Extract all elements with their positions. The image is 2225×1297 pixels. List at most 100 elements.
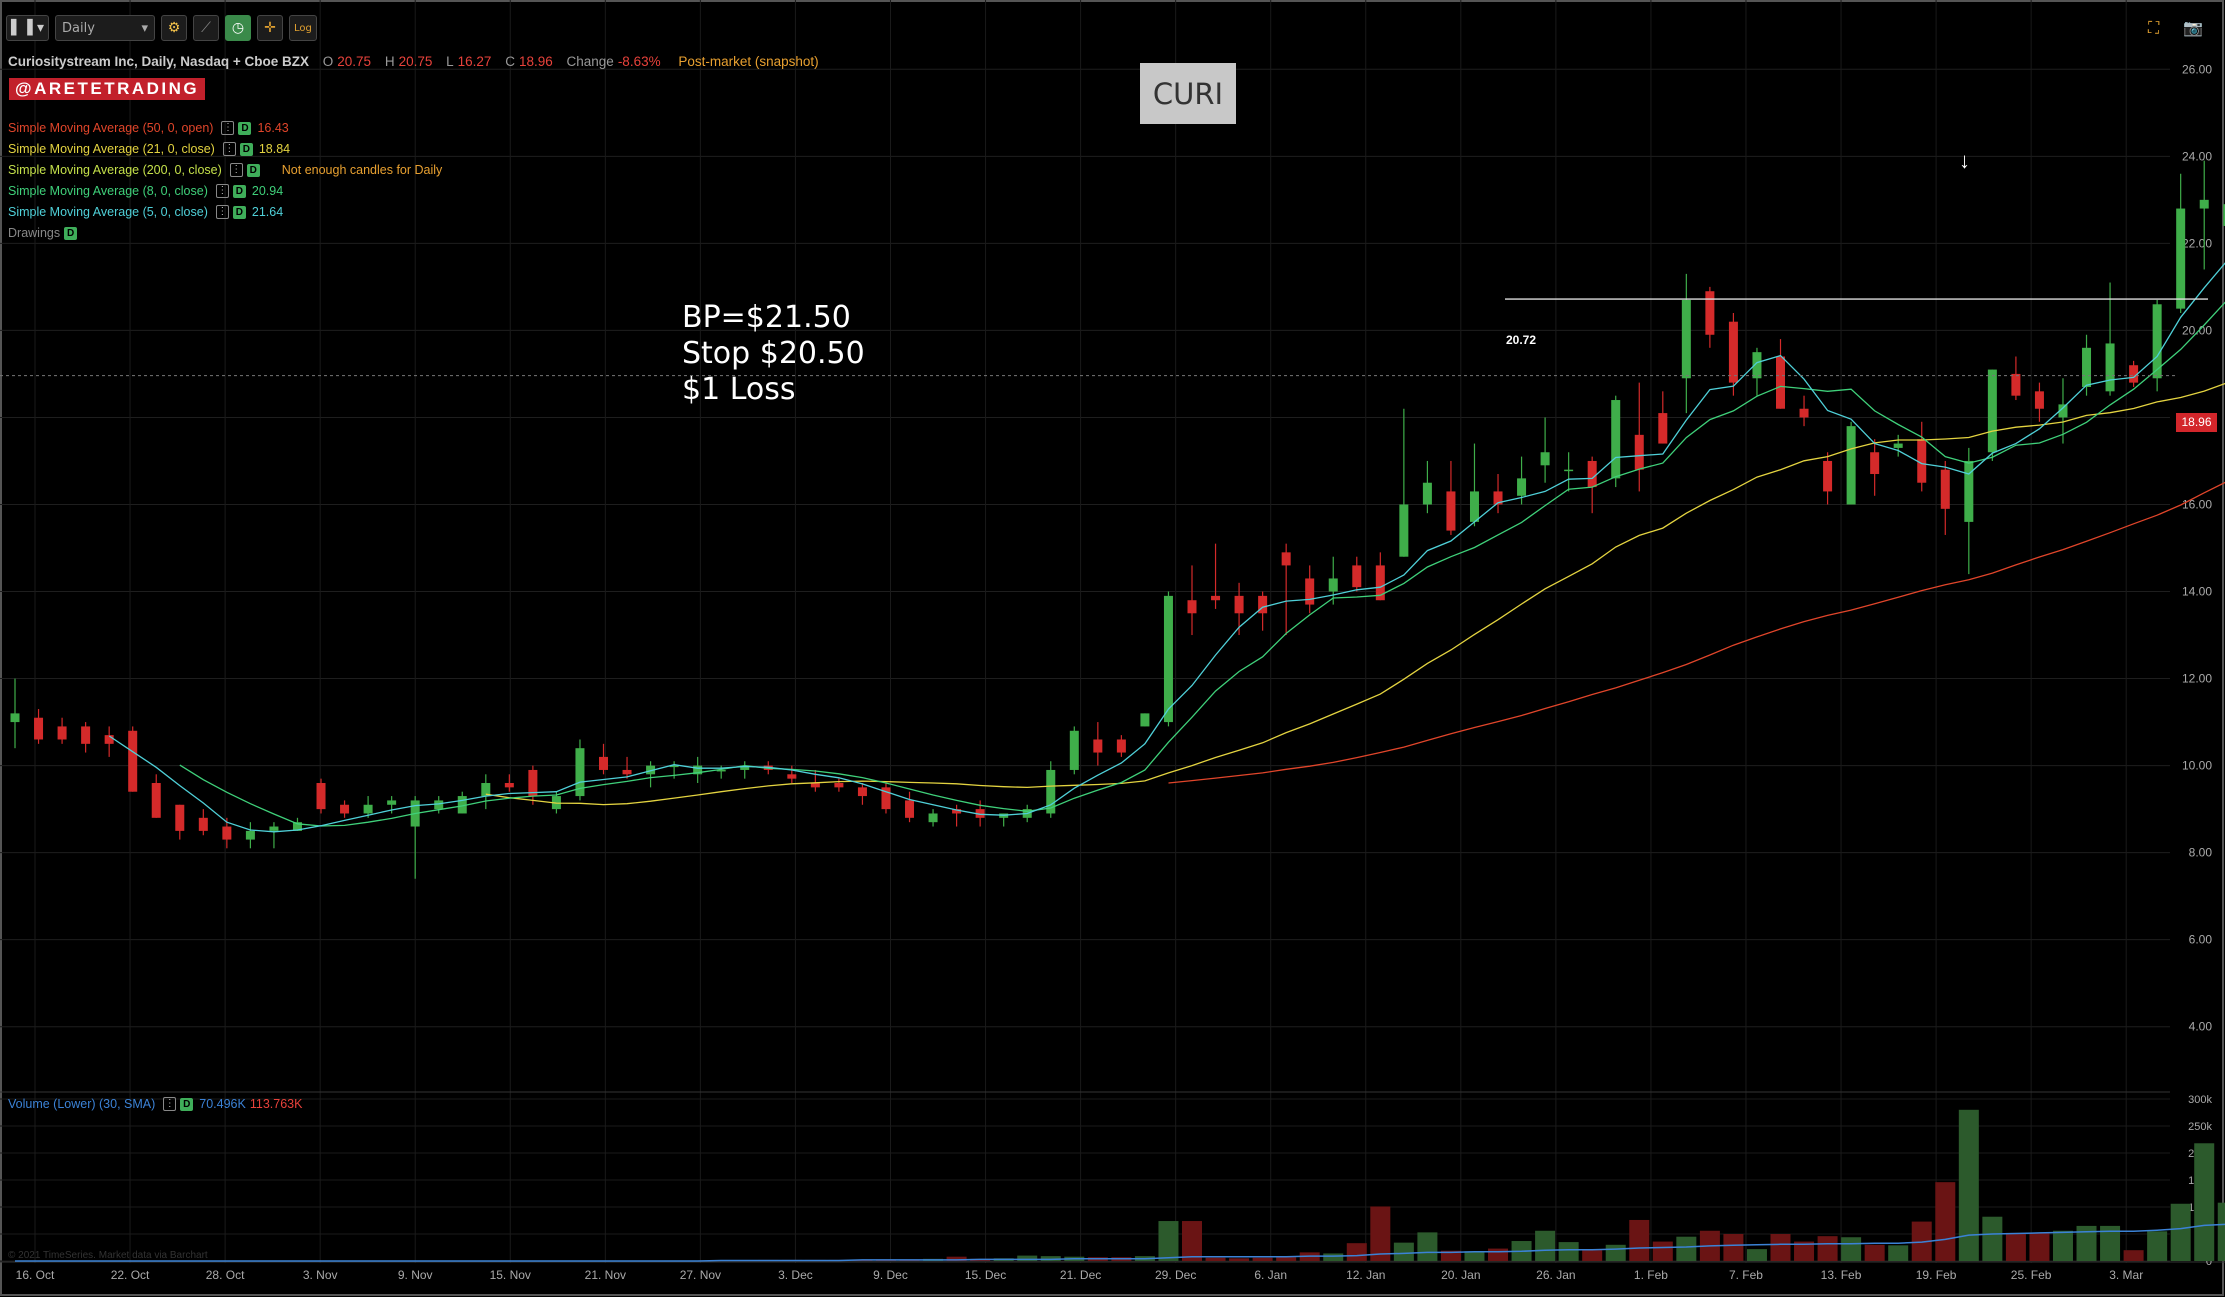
study-legend-item[interactable]: Simple Moving Average (50, 0, open) ⋮ D 16.… (8, 121, 289, 135)
volume-bar (1794, 1241, 1815, 1261)
snapshot-button[interactable]: 📷 (2183, 18, 2203, 37)
candle-body (2058, 404, 2068, 418)
candle-body (881, 787, 891, 810)
candle-body (1116, 739, 1126, 753)
candle-body (1187, 600, 1197, 614)
study-menu-icon[interactable]: ⋮ (215, 184, 229, 198)
copyright-text: © 2021 TimeSeries. Market data via Barch… (8, 1250, 208, 1261)
study-legend-item[interactable]: Simple Moving Average (200, 0, close) ⋮ D N… (8, 163, 442, 177)
candle-body (1305, 578, 1315, 605)
candle-body (2129, 365, 2139, 383)
study-badge[interactable]: D (232, 205, 246, 219)
y-tick-label: 10.00 (2182, 759, 2212, 773)
volume-legend: Volume (Lower) (30, SMA) ⋮ D 70.496K 113… (8, 1097, 302, 1111)
studies-button[interactable]: ⟋ (193, 15, 220, 41)
time-axis: 16. Oct 22. Oct 28. Oct 3. Nov 9. Nov 15. Nov… (16, 1268, 2144, 1282)
trade-note: BP=$21.50 Stop $20.50 $1 Loss (682, 300, 865, 408)
overlay-lines (0, 298, 2208, 377)
volume-bar (1229, 1258, 1250, 1261)
candle-body (1281, 552, 1291, 566)
volume-badge[interactable]: D (180, 1097, 194, 1111)
candle-body (1328, 578, 1338, 592)
crosshair-button[interactable]: ✛ (257, 15, 284, 41)
volume-bar (1346, 1243, 1367, 1261)
studies-icon: ⟋ (201, 20, 211, 36)
candle-body (622, 769, 632, 775)
candle-body (2105, 343, 2115, 392)
candle-body (1776, 356, 1785, 409)
volume-bar (1017, 1255, 1038, 1261)
x-tick-label: 27. Nov (680, 1268, 721, 1282)
volume-bar (1817, 1236, 1838, 1261)
candle-body (340, 804, 350, 814)
study-legend-item[interactable]: Simple Moving Average (5, 0, close) ⋮ D 21.… (8, 205, 283, 219)
candle-body (2152, 304, 2162, 379)
candle-body (104, 735, 114, 744)
settings-button[interactable]: ⚙ (161, 15, 188, 41)
volume-bar (1652, 1241, 1673, 1261)
candle-body (2199, 199, 2209, 209)
volume-bar (1252, 1257, 1273, 1261)
candle-body (1893, 443, 1903, 448)
x-tick-label: 21. Nov (585, 1268, 626, 1282)
candle-body (387, 800, 397, 805)
study-menu-icon[interactable]: ⋮ (215, 205, 229, 219)
volume-bar (1393, 1242, 1414, 1261)
volume-bar (1440, 1250, 1461, 1261)
candle-body (810, 783, 820, 788)
candle-body (292, 822, 302, 831)
candle-body (34, 717, 44, 740)
candle-body (1634, 434, 1644, 470)
study-badge[interactable]: D (238, 121, 252, 135)
y-tick-label: 14.00 (2182, 585, 2212, 599)
study-badge[interactable]: D (232, 184, 246, 198)
fullscreen-button[interactable]: ⛶ (2148, 18, 2159, 38)
drawings-legend[interactable]: Drawings D (8, 226, 78, 240)
candle-body (1564, 469, 1574, 472)
candle-body (928, 813, 938, 823)
chart-type-button[interactable]: ▌▐ ▾ (6, 15, 50, 41)
study-badge[interactable]: D (239, 142, 253, 156)
drawings-badge[interactable]: D (64, 226, 78, 240)
candle-body (151, 783, 161, 818)
candle-body (1917, 439, 1927, 483)
candle-body (1517, 478, 1527, 496)
study-value: 16.43 (257, 121, 289, 135)
volume-bar (2123, 1250, 2144, 1261)
volume-pane: 050k100k150k200k250k300k (0, 1094, 2225, 1268)
change-label: Change (566, 54, 614, 69)
x-tick-label: 3. Mar (2109, 1268, 2143, 1282)
study-menu-icon[interactable]: ⋮ (163, 1097, 177, 1111)
study-label: Simple Moving Average (5, 0, close) (8, 205, 208, 219)
study-legend-item[interactable]: Simple Moving Average (8, 0, close) ⋮ D 20.… (8, 184, 283, 198)
candlestick-icon: ▌▐ ▾ (11, 20, 45, 36)
candle-body (1211, 595, 1221, 601)
candle-body (952, 809, 962, 814)
study-menu-icon[interactable]: ⋮ (221, 121, 235, 135)
candle-body (1823, 460, 1833, 492)
study-menu-icon[interactable]: ⋮ (222, 142, 236, 156)
candle-body (175, 804, 185, 831)
volume-sma-line (15, 1223, 2225, 1262)
chevron-down-icon: ▾ (141, 20, 149, 36)
volume-bar (1205, 1257, 1226, 1261)
volume-bar (1676, 1236, 1697, 1261)
time-button[interactable]: ◷ (225, 15, 252, 41)
candle-body (1940, 469, 1950, 509)
sma-8-line (179, 301, 2225, 827)
study-badge[interactable]: D (246, 163, 260, 177)
volume-bar (1770, 1234, 1791, 1261)
candle-body (716, 769, 726, 772)
x-tick-label: 22. Oct (111, 1268, 150, 1282)
candle-body (669, 765, 679, 768)
volume-bar (1746, 1249, 1767, 1261)
interval-select[interactable]: Daily ▾ (55, 15, 156, 41)
close-value: 18.96 (518, 54, 553, 69)
candle-body (1587, 460, 1597, 488)
candle-body (905, 800, 915, 818)
x-tick-label: 15. Nov (490, 1268, 531, 1282)
log-scale-button[interactable]: Log (289, 15, 317, 41)
study-legend-item[interactable]: Simple Moving Average (21, 0, close) ⋮ D 18… (8, 142, 290, 156)
study-menu-icon[interactable]: ⋮ (229, 163, 243, 177)
